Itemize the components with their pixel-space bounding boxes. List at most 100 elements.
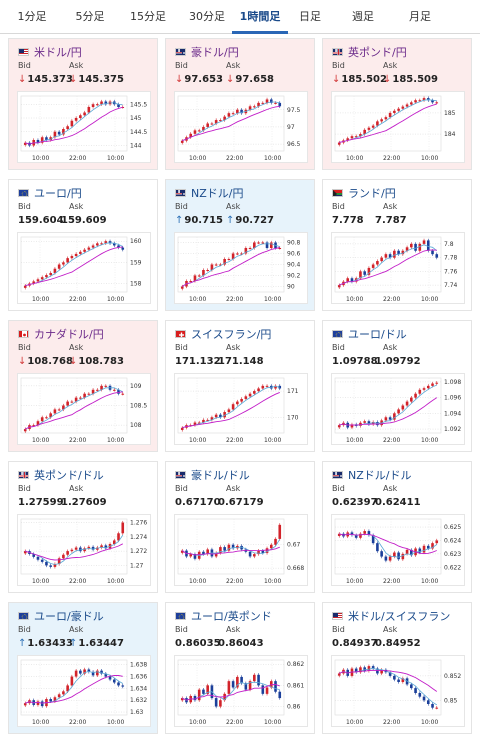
candle-body — [244, 248, 248, 254]
x-tick-label: 22:00 — [383, 155, 400, 162]
pair-title[interactable]: 豪ドル/ドル — [175, 467, 250, 483]
bid-value: 1.09788 — [332, 356, 378, 367]
pair-title[interactable]: スイスフラン/円 — [175, 326, 271, 342]
candle-body — [66, 258, 69, 263]
candle-body — [397, 679, 400, 682]
plot-area — [20, 659, 128, 716]
tab-3[interactable]: 30分足 — [189, 10, 225, 23]
y-tick-label: 97 — [287, 124, 295, 131]
tab-6[interactable]: 週足 — [352, 10, 374, 23]
pair-title[interactable]: 英ポンド/円 — [332, 44, 407, 60]
pair-title[interactable]: ユーロ/豪ドル — [18, 608, 104, 624]
candle-body — [414, 100, 417, 103]
currency-card[interactable]: スイスフラン/円 Bid Ask 171.132 171.148 171 170 10:00 2… — [165, 320, 315, 452]
pair-title[interactable]: 米ドル/スイスフラン — [332, 608, 450, 624]
candle-body — [363, 271, 366, 275]
candle-chart[interactable]: 0.625 0.624 0.623 0.622 10:00 22:00 10:00 — [331, 514, 465, 586]
x-tick-label: 22:00 — [383, 578, 400, 585]
currency-card[interactable]: ランド/円 Bid Ask 7.778 7.787 7.8 7.78 7.76 7.74 10:0… — [322, 179, 472, 311]
candle-body — [244, 396, 248, 399]
candle-body — [70, 401, 74, 403]
pair-title[interactable]: 米ドル/円 — [18, 44, 82, 60]
candle-body — [376, 121, 379, 126]
currency-card[interactable]: ユーロ/豪ドルBidAsk1.634331.634471.6381.6361.6… — [8, 602, 158, 734]
plot-area — [334, 377, 442, 434]
candle-chart[interactable]: 185 184 10:00 22:00 10:00 — [331, 91, 465, 163]
pair-title[interactable]: 英ポンド/ドル — [18, 467, 104, 483]
pair-title[interactable]: NZドル/ドル — [332, 467, 411, 483]
pair-title[interactable]: カナダドル/円 — [18, 326, 104, 342]
y-tick-label: 158 — [130, 281, 142, 288]
x-tick-label: 10:00 — [346, 437, 363, 444]
tab-2[interactable]: 15分足 — [130, 10, 166, 23]
bid-label: Bid — [175, 625, 188, 634]
tab-0[interactable]: 1分足 — [17, 10, 47, 23]
candle-chart[interactable]: 0.67 0.668 10:00 22:00 10:00 — [174, 514, 308, 586]
currency-card[interactable]: NZドル/ドル Bid Ask 0.62397 0.62411 0.625 0.624 0.6… — [322, 461, 472, 593]
currency-card[interactable]: ユーロ/英ポンド Bid Ask 0.86035 0.86043 0.862 0.861 0.… — [165, 602, 315, 734]
candle-chart[interactable]: 7.8 7.78 7.76 7.74 10:00 22:00 10:00 — [331, 232, 465, 304]
candle-chart[interactable]: 1.638 1.636 1.634 1.632 1.63 10:00 22:00 10:00 — [17, 655, 151, 727]
pair-title[interactable]: 豪ドル/円 — [175, 44, 239, 60]
candle-chart[interactable]: 160 159 158 10:00 22:00 10:00 — [17, 232, 151, 304]
tab-5[interactable]: 日足 — [299, 10, 321, 23]
candle-chart[interactable]: 0.852 0.85 10:00 22:00 10:00 — [331, 655, 465, 727]
candle-chart[interactable]: 0.862 0.861 0.86 10:00 22:00 10:00 — [174, 655, 308, 727]
candle-body — [74, 547, 78, 550]
currency-card[interactable]: 豪ドル/ドル Bid Ask 0.67170 0.67179 0.67 0.668 10:00… — [165, 461, 315, 593]
ask-label: Ask — [69, 202, 84, 211]
currency-card[interactable]: 英ポンド/ドル Bid Ask 1.27599 1.27609 1.276 1.274 1.2… — [8, 461, 158, 593]
candle-body — [350, 532, 354, 536]
ask-label: Ask — [226, 61, 241, 70]
tab-7[interactable]: 月足 — [409, 10, 431, 23]
candle-chart[interactable]: 90.8 90.6 90.4 90.2 90 10:00 22:00 10:00 — [174, 232, 308, 304]
candle-body — [371, 125, 375, 128]
bid-value: 0.67170 — [175, 497, 221, 508]
candle-body — [193, 422, 197, 426]
candle-body — [422, 388, 426, 390]
candle-chart[interactable]: 109 108.5 108 10:00 22:00 10:00 — [17, 373, 151, 445]
candle-body — [210, 123, 214, 125]
candle-chart[interactable]: 145.5 145 144.5 144 10:00 22:00 10:00 — [17, 91, 151, 163]
candle-body — [112, 679, 116, 683]
pair-title[interactable]: ユーロ/英ポンド — [175, 608, 272, 624]
tab-1[interactable]: 5分足 — [75, 10, 105, 23]
pair-title[interactable]: NZドル/円 — [175, 185, 243, 201]
candle-chart[interactable]: 171 170 10:00 22:00 10:00 — [174, 373, 308, 445]
pair-title[interactable]: ランド/円 — [332, 185, 396, 201]
currency-card[interactable]: 米ドル/円BidAsk145.373145.375145.5145144.514… — [8, 38, 158, 170]
pair-title[interactable]: ユーロ/円 — [18, 185, 82, 201]
currency-card[interactable]: ユーロ/円 Bid Ask 159.604 159.609 160 159 158 10:00 2… — [8, 179, 158, 311]
candle-body — [79, 670, 82, 674]
candle-chart[interactable]: 97.5 97 96.5 10:00 22:00 10:00 — [174, 91, 308, 163]
candle-chart[interactable]: 1.276 1.274 1.272 1.27 10:00 22:00 10:00 — [17, 514, 151, 586]
candle-body — [74, 253, 78, 257]
tab-4[interactable]: 1時間足 — [232, 0, 288, 34]
candle-body — [240, 545, 243, 550]
y-tick-label: 90.4 — [287, 262, 301, 269]
candle-body — [202, 419, 205, 423]
ma-long-line — [181, 546, 280, 556]
pair-title[interactable]: ユーロ/ドル — [332, 326, 407, 342]
candle-body — [414, 688, 417, 693]
currency-card[interactable]: 米ドル/スイスフラン Bid Ask 0.84937 0.84952 0.852 0.85 1… — [322, 602, 472, 734]
candle-body — [410, 102, 413, 105]
pair-name: 英ポンド/円 — [348, 46, 407, 59]
candle-body — [431, 704, 434, 708]
y-tick-label: 7.78 — [444, 255, 458, 262]
candle-body — [87, 107, 91, 113]
pair-name: カナダドル/円 — [34, 328, 104, 341]
pair-name: 米ドル/スイスフラン — [348, 610, 451, 623]
currency-card[interactable]: カナダドル/円BidAsk108.768108.783109108.510810… — [8, 320, 158, 452]
y-tick-label: 1.274 — [130, 534, 147, 541]
candle-body — [53, 564, 57, 567]
currency-card[interactable]: ユーロ/ドル Bid Ask 1.09788 1.09792 1.098 1.096 1.09… — [322, 320, 472, 452]
candle-body — [261, 242, 265, 244]
candle-body — [100, 385, 103, 390]
ma-long-line — [25, 543, 124, 561]
candle-chart[interactable]: 1.098 1.096 1.094 1.092 10:00 22:00 10:00 — [331, 373, 465, 445]
x-tick-label: 10:00 — [189, 296, 206, 303]
